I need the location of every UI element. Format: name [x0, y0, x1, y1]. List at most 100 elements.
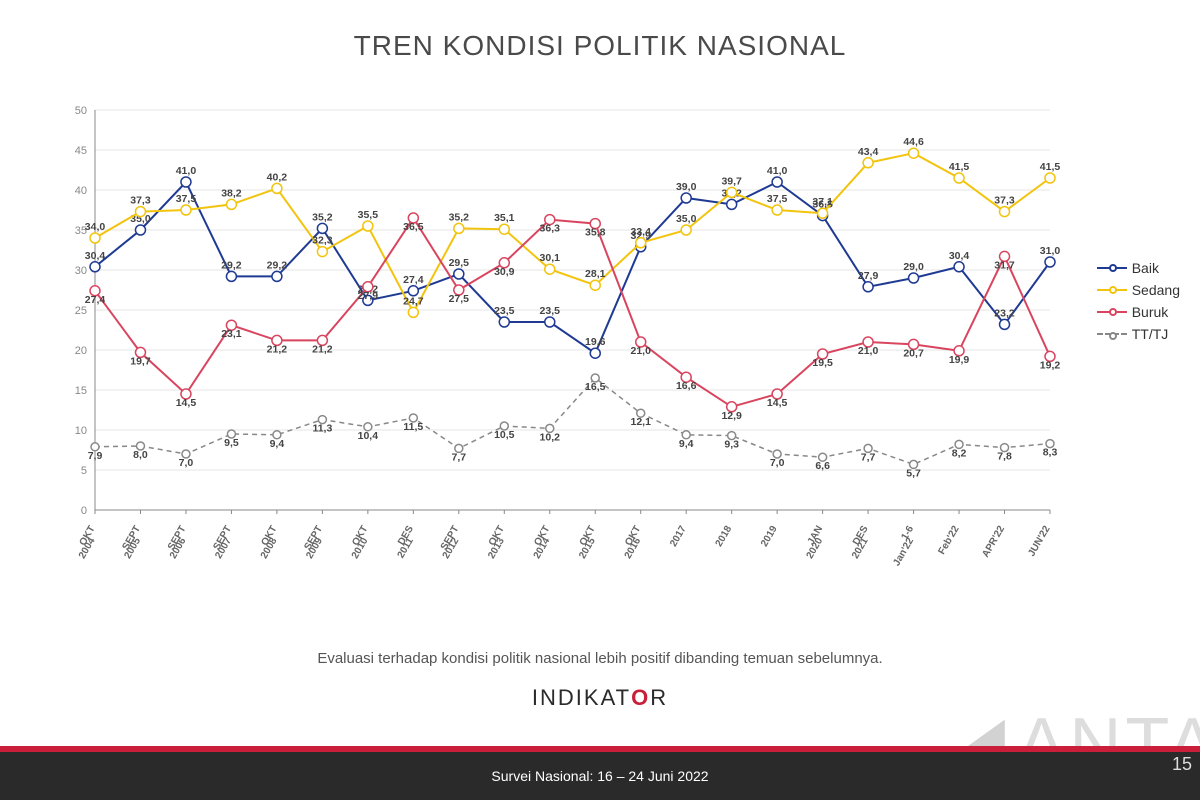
svg-text:Feb'22: Feb'22 — [936, 524, 961, 557]
svg-text:23,5: 23,5 — [494, 305, 515, 317]
svg-text:21,2: 21,2 — [267, 343, 288, 355]
svg-text:27,4: 27,4 — [85, 294, 106, 306]
svg-text:37,3: 37,3 — [994, 195, 1015, 207]
chart-title: TREN KONDISI POLITIK NASIONAL — [0, 0, 1200, 62]
svg-text:23,1: 23,1 — [221, 328, 242, 340]
svg-text:21,2: 21,2 — [312, 343, 333, 355]
svg-text:35,5: 35,5 — [358, 209, 379, 221]
svg-text:39,7: 39,7 — [721, 175, 742, 187]
footer-bar: Survei Nasional: 16 – 24 Juni 2022 15 — [0, 752, 1200, 800]
svg-text:11,3: 11,3 — [312, 423, 332, 435]
svg-text:41,5: 41,5 — [949, 161, 970, 173]
svg-text:45: 45 — [75, 145, 87, 157]
svg-text:35,1: 35,1 — [494, 212, 515, 224]
svg-text:21,0: 21,0 — [630, 345, 651, 357]
svg-text:21,0: 21,0 — [858, 345, 879, 357]
svg-text:10,4: 10,4 — [358, 430, 379, 442]
svg-text:39,0: 39,0 — [676, 181, 697, 193]
page-number: 15 — [1172, 740, 1192, 788]
svg-text:36,5: 36,5 — [403, 221, 424, 233]
svg-text:30: 30 — [75, 265, 87, 277]
line-chart: 05101520253035404550OKT2004SEPT2005SEPT2… — [50, 100, 1060, 580]
svg-text:5,7: 5,7 — [906, 467, 921, 479]
caption-text: Evaluasi terhadap kondisi politik nasion… — [0, 650, 1200, 667]
svg-text:10,5: 10,5 — [494, 429, 515, 441]
svg-text:7,7: 7,7 — [452, 451, 467, 463]
svg-text:30,1: 30,1 — [540, 252, 561, 264]
svg-text:36,3: 36,3 — [540, 223, 561, 235]
svg-text:16,5: 16,5 — [585, 381, 606, 393]
svg-text:30,9: 30,9 — [494, 266, 515, 278]
svg-text:APR'22: APR'22 — [980, 524, 1007, 560]
svg-text:29,5: 29,5 — [449, 257, 470, 269]
svg-text:14,5: 14,5 — [176, 397, 197, 409]
svg-text:11,5: 11,5 — [403, 421, 423, 433]
svg-text:30,4: 30,4 — [85, 250, 106, 262]
svg-text:27,9: 27,9 — [858, 270, 879, 282]
svg-text:35,0: 35,0 — [676, 213, 697, 225]
svg-text:29,2: 29,2 — [267, 259, 288, 271]
svg-text:2019: 2019 — [759, 524, 780, 549]
svg-text:12,9: 12,9 — [721, 410, 742, 422]
svg-text:20,7: 20,7 — [903, 347, 924, 359]
svg-text:8,2: 8,2 — [952, 447, 967, 459]
svg-text:31,0: 31,0 — [1040, 245, 1061, 257]
svg-text:40: 40 — [75, 185, 87, 197]
svg-text:37,1: 37,1 — [812, 196, 833, 208]
svg-text:9,4: 9,4 — [270, 438, 285, 450]
svg-text:23,5: 23,5 — [540, 305, 561, 317]
footer-text: Survei Nasional: 16 – 24 Juni 2022 — [491, 768, 708, 784]
svg-text:37,5: 37,5 — [176, 193, 197, 205]
svg-text:32,3: 32,3 — [312, 235, 333, 247]
svg-text:7,7: 7,7 — [861, 451, 876, 463]
svg-text:19,7: 19,7 — [130, 355, 151, 367]
svg-text:16,6: 16,6 — [676, 380, 697, 392]
svg-text:0: 0 — [81, 505, 87, 517]
svg-text:8,0: 8,0 — [133, 449, 148, 461]
svg-text:12,1: 12,1 — [630, 416, 651, 428]
svg-text:15: 15 — [75, 385, 87, 397]
svg-text:35,2: 35,2 — [449, 211, 470, 223]
svg-text:37,5: 37,5 — [767, 193, 788, 205]
svg-text:30,4: 30,4 — [949, 250, 970, 262]
svg-text:35,8: 35,8 — [585, 227, 606, 239]
svg-text:7,8: 7,8 — [997, 451, 1012, 463]
svg-text:34,0: 34,0 — [85, 221, 106, 233]
svg-text:37,3: 37,3 — [130, 195, 151, 207]
svg-text:5: 5 — [81, 465, 87, 477]
legend-item: TT/TJ — [1097, 326, 1180, 342]
svg-text:31,7: 31,7 — [994, 259, 1015, 271]
svg-text:35,2: 35,2 — [312, 211, 333, 223]
svg-text:27,5: 27,5 — [449, 293, 470, 305]
svg-text:27,9: 27,9 — [358, 290, 379, 302]
chart-container: 05101520253035404550OKT2004SEPT2005SEPT2… — [50, 100, 1060, 580]
svg-text:27,4: 27,4 — [403, 274, 424, 286]
svg-text:10,2: 10,2 — [540, 431, 561, 443]
svg-text:8,3: 8,3 — [1043, 447, 1058, 459]
svg-text:10: 10 — [75, 425, 87, 437]
svg-text:9,4: 9,4 — [679, 438, 694, 450]
svg-text:29,0: 29,0 — [903, 261, 924, 273]
svg-text:JUN'22: JUN'22 — [1026, 524, 1052, 559]
svg-text:7,0: 7,0 — [179, 457, 194, 469]
svg-text:2017: 2017 — [668, 524, 689, 549]
svg-text:23,2: 23,2 — [994, 307, 1015, 319]
svg-text:28,1: 28,1 — [585, 268, 606, 280]
svg-text:7,0: 7,0 — [770, 457, 785, 469]
svg-text:2018: 2018 — [714, 524, 735, 549]
svg-text:19,2: 19,2 — [1040, 359, 1061, 371]
svg-text:24,7: 24,7 — [403, 295, 424, 307]
svg-text:50: 50 — [75, 105, 87, 117]
svg-text:6,6: 6,6 — [815, 460, 830, 472]
legend-item: Buruk — [1097, 304, 1180, 320]
svg-text:25: 25 — [75, 305, 87, 317]
svg-text:19,5: 19,5 — [812, 357, 833, 369]
svg-text:40,2: 40,2 — [267, 171, 288, 183]
svg-text:41,5: 41,5 — [1040, 161, 1061, 173]
svg-text:19,9: 19,9 — [949, 354, 970, 366]
legend-item: Sedang — [1097, 282, 1180, 298]
svg-text:9,3: 9,3 — [724, 439, 739, 451]
svg-text:9,5: 9,5 — [224, 437, 239, 449]
svg-text:20: 20 — [75, 345, 87, 357]
svg-text:33,4: 33,4 — [630, 226, 651, 238]
